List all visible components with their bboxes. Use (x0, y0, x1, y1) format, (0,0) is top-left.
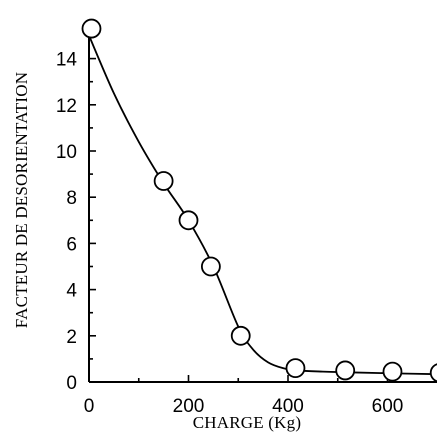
y-tick-label: 2 (66, 327, 77, 348)
plot-area: 0 2 4 6 8 10 12 14 0 200 400 600 (56, 18, 437, 417)
y-tick-label: 10 (56, 142, 77, 163)
y-tick-label: 14 (56, 50, 78, 71)
x-tick-label: 0 (84, 396, 95, 417)
data-point (200, 256, 221, 277)
data-point (382, 361, 403, 382)
fit-curve (88, 35, 437, 376)
data-point (153, 171, 174, 191)
data-point (178, 210, 199, 231)
data-point (429, 363, 437, 383)
data-point (81, 18, 102, 39)
data-point (335, 360, 356, 381)
x-tick-label: 400 (272, 396, 304, 417)
x-tick-label: 200 (173, 396, 205, 417)
data-point (285, 358, 306, 379)
y-axis-title: FACTEUR DE DESORIENTATION (12, 72, 31, 328)
data-point (230, 325, 251, 346)
x-tick-label: 600 (372, 396, 404, 417)
y-tick-label: 12 (56, 96, 77, 117)
y-tick-label: 8 (66, 188, 77, 209)
y-tick-label: 6 (66, 234, 77, 255)
y-tick-label: 4 (66, 281, 77, 302)
x-axis-title: CHARGE (Kg) (193, 413, 301, 432)
y-tick-label: 0 (66, 373, 77, 394)
